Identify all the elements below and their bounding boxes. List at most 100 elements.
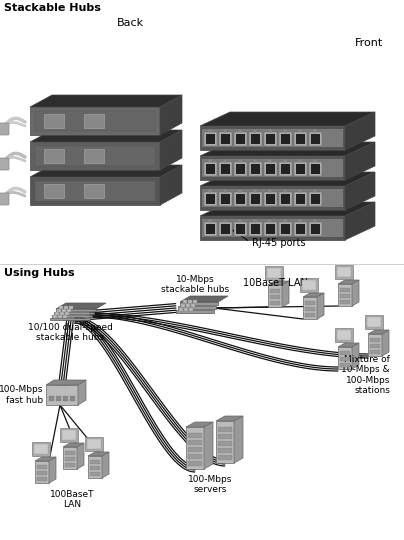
FancyBboxPatch shape bbox=[236, 134, 245, 144]
Circle shape bbox=[209, 190, 211, 192]
FancyBboxPatch shape bbox=[264, 162, 277, 176]
FancyBboxPatch shape bbox=[218, 448, 232, 453]
FancyBboxPatch shape bbox=[309, 162, 322, 176]
FancyBboxPatch shape bbox=[279, 222, 292, 236]
Polygon shape bbox=[345, 202, 375, 240]
Polygon shape bbox=[268, 285, 282, 307]
FancyBboxPatch shape bbox=[56, 396, 61, 401]
FancyBboxPatch shape bbox=[367, 317, 381, 327]
Polygon shape bbox=[338, 347, 352, 369]
Polygon shape bbox=[77, 443, 84, 469]
Polygon shape bbox=[178, 306, 216, 309]
FancyBboxPatch shape bbox=[305, 301, 315, 305]
FancyBboxPatch shape bbox=[234, 222, 247, 236]
FancyBboxPatch shape bbox=[35, 146, 155, 166]
Text: RJ-45 ports: RJ-45 ports bbox=[252, 238, 305, 248]
FancyBboxPatch shape bbox=[340, 363, 350, 367]
Polygon shape bbox=[216, 421, 234, 463]
FancyBboxPatch shape bbox=[221, 164, 230, 174]
FancyBboxPatch shape bbox=[65, 457, 75, 461]
FancyBboxPatch shape bbox=[270, 289, 280, 293]
Text: Mixture of
10-Mbps &
100-Mbps
stations: Mixture of 10-Mbps & 100-Mbps stations bbox=[341, 355, 390, 395]
FancyBboxPatch shape bbox=[294, 222, 307, 236]
FancyBboxPatch shape bbox=[264, 192, 277, 206]
FancyBboxPatch shape bbox=[44, 149, 64, 163]
Circle shape bbox=[239, 160, 241, 162]
Polygon shape bbox=[338, 280, 359, 284]
FancyBboxPatch shape bbox=[60, 312, 64, 315]
Text: 10/100 dual-speed
stackable hubs: 10/100 dual-speed stackable hubs bbox=[27, 323, 112, 342]
Polygon shape bbox=[365, 315, 383, 329]
Polygon shape bbox=[300, 278, 318, 292]
FancyBboxPatch shape bbox=[370, 350, 380, 354]
FancyBboxPatch shape bbox=[309, 132, 322, 146]
Polygon shape bbox=[200, 156, 345, 180]
Polygon shape bbox=[46, 385, 78, 405]
Circle shape bbox=[269, 190, 271, 192]
FancyBboxPatch shape bbox=[188, 454, 202, 459]
FancyBboxPatch shape bbox=[340, 294, 350, 298]
Circle shape bbox=[314, 160, 316, 162]
FancyBboxPatch shape bbox=[311, 134, 320, 144]
FancyBboxPatch shape bbox=[0, 193, 9, 205]
FancyBboxPatch shape bbox=[59, 306, 63, 309]
Polygon shape bbox=[160, 130, 182, 170]
Circle shape bbox=[284, 130, 286, 132]
Circle shape bbox=[209, 160, 211, 162]
FancyBboxPatch shape bbox=[219, 192, 232, 206]
Circle shape bbox=[299, 190, 301, 192]
FancyBboxPatch shape bbox=[236, 164, 245, 174]
FancyBboxPatch shape bbox=[296, 194, 305, 204]
FancyBboxPatch shape bbox=[188, 300, 192, 303]
FancyBboxPatch shape bbox=[270, 295, 280, 299]
Text: 10-Mbps
stackable hubs: 10-Mbps stackable hubs bbox=[161, 275, 229, 294]
FancyBboxPatch shape bbox=[266, 224, 275, 234]
Text: Using Hubs: Using Hubs bbox=[4, 268, 75, 278]
Polygon shape bbox=[265, 266, 283, 280]
Circle shape bbox=[269, 220, 271, 222]
Polygon shape bbox=[30, 95, 182, 107]
FancyBboxPatch shape bbox=[65, 463, 75, 467]
FancyBboxPatch shape bbox=[84, 114, 104, 128]
FancyBboxPatch shape bbox=[53, 315, 57, 318]
FancyBboxPatch shape bbox=[267, 268, 281, 278]
Polygon shape bbox=[35, 457, 56, 461]
Circle shape bbox=[284, 220, 286, 222]
FancyBboxPatch shape bbox=[337, 330, 351, 340]
Polygon shape bbox=[216, 416, 243, 421]
Polygon shape bbox=[186, 427, 204, 469]
FancyBboxPatch shape bbox=[264, 132, 277, 146]
FancyBboxPatch shape bbox=[63, 315, 67, 318]
Polygon shape bbox=[368, 334, 382, 356]
Polygon shape bbox=[49, 457, 56, 483]
FancyBboxPatch shape bbox=[234, 132, 247, 146]
Polygon shape bbox=[186, 422, 213, 427]
FancyBboxPatch shape bbox=[340, 357, 350, 361]
FancyBboxPatch shape bbox=[58, 315, 62, 318]
FancyBboxPatch shape bbox=[57, 309, 61, 312]
Polygon shape bbox=[234, 416, 243, 463]
FancyBboxPatch shape bbox=[305, 307, 315, 311]
FancyBboxPatch shape bbox=[204, 192, 217, 206]
FancyBboxPatch shape bbox=[35, 111, 155, 131]
FancyBboxPatch shape bbox=[281, 224, 290, 234]
FancyBboxPatch shape bbox=[279, 132, 292, 146]
FancyBboxPatch shape bbox=[251, 224, 260, 234]
FancyBboxPatch shape bbox=[311, 164, 320, 174]
Polygon shape bbox=[282, 281, 289, 307]
FancyBboxPatch shape bbox=[35, 181, 155, 201]
Text: 100BaseT
LAN: 100BaseT LAN bbox=[50, 490, 94, 509]
FancyBboxPatch shape bbox=[279, 162, 292, 176]
FancyBboxPatch shape bbox=[55, 312, 59, 315]
FancyBboxPatch shape bbox=[206, 134, 215, 144]
Polygon shape bbox=[180, 296, 228, 302]
FancyBboxPatch shape bbox=[270, 301, 280, 305]
Polygon shape bbox=[200, 142, 375, 156]
FancyBboxPatch shape bbox=[204, 132, 217, 146]
FancyBboxPatch shape bbox=[296, 224, 305, 234]
Polygon shape bbox=[345, 112, 375, 150]
FancyBboxPatch shape bbox=[251, 194, 260, 204]
FancyBboxPatch shape bbox=[206, 224, 215, 234]
FancyBboxPatch shape bbox=[219, 162, 232, 176]
Polygon shape bbox=[200, 216, 345, 240]
